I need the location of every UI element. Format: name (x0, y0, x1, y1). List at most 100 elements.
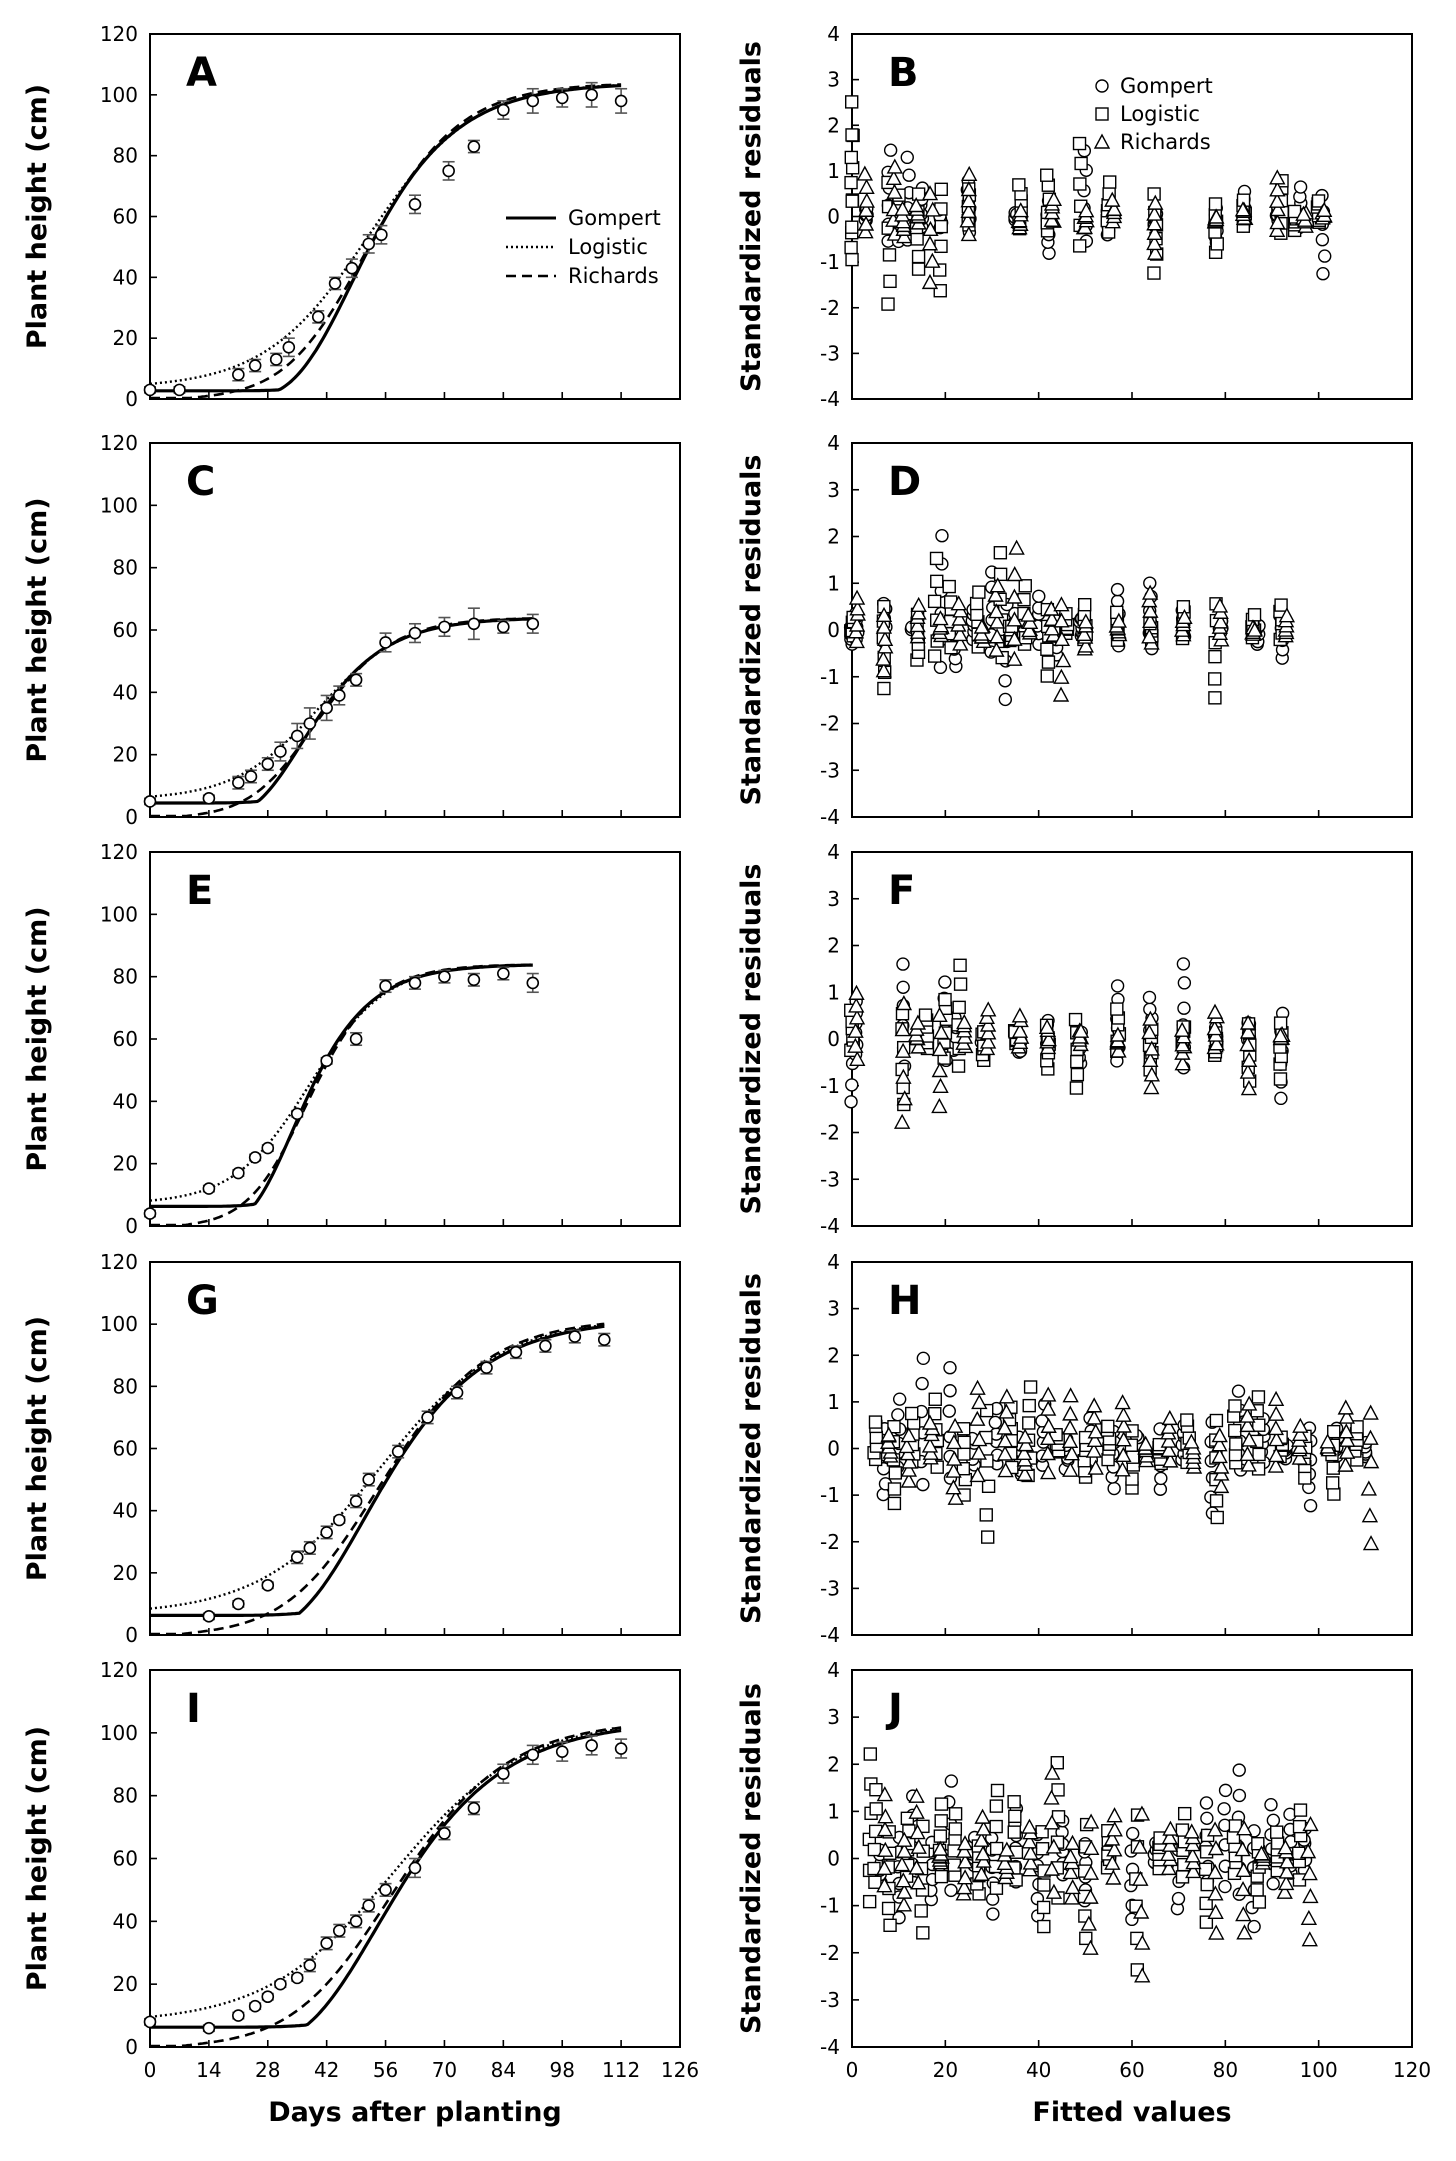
y-tick-label: -3 (820, 1988, 840, 2012)
residual-point-triangle (910, 1838, 927, 1854)
residual-point-triangle (1295, 205, 1312, 221)
residual-point-triangle (1061, 1432, 1079, 1449)
residual-point-square (1037, 1878, 1051, 1892)
y-tick-label: 20 (113, 326, 138, 350)
residual-point-triangle (1115, 1406, 1132, 1422)
residual-point-triangle (876, 630, 894, 647)
residual-point-triangle (1234, 201, 1252, 217)
residual-point-triangle (1160, 1845, 1177, 1862)
observed-point (202, 1182, 216, 1195)
residual-point-triangle (1316, 201, 1333, 217)
residual-point-triangle (1161, 1836, 1179, 1852)
residual-point-square (877, 681, 891, 696)
residual-point-triangle (1082, 1888, 1099, 1904)
residual-point-square (1040, 669, 1054, 683)
y-tick-label: 3 (827, 1297, 840, 1321)
residual-point-triangle (1021, 1818, 1038, 1834)
residual-point-circle (915, 1376, 929, 1391)
residual-point-triangle (1302, 1815, 1319, 1832)
residual-point-square (1252, 1418, 1266, 1432)
residual-point-triangle (1106, 1841, 1123, 1857)
y-tick-label: 20 (113, 743, 138, 767)
residual-point-circle (896, 957, 910, 971)
residual-point-triangle (956, 1013, 973, 1030)
residual-point-triangle (1268, 1431, 1285, 1447)
residual-point-triangle (975, 1820, 992, 1836)
residual-point-triangle (1160, 1418, 1178, 1434)
residual-point-square (1037, 1919, 1051, 1934)
residual-point-circle (1177, 1001, 1191, 1015)
residual-point-triangle (921, 1437, 939, 1453)
residual-point-square (969, 596, 984, 611)
residual-panel-B: -4 -3 -2 -1 0 1 2 3 4 Standardized residuals B Gomp… (736, 22, 1413, 411)
residual-point-triangle (969, 1410, 986, 1426)
observed-point (232, 776, 245, 790)
logistic-curve (149, 1727, 622, 2018)
legend-label: Gompert (1120, 74, 1213, 98)
observed-point (261, 1141, 275, 1155)
residual-point-triangle (877, 638, 894, 654)
observed-point (274, 745, 287, 758)
residual-point-triangle (969, 1466, 986, 1483)
residual-point-triangle (946, 1417, 964, 1433)
residual-point-triangle (1008, 539, 1025, 555)
y-tick-label: 0 (125, 1214, 138, 1238)
residual-point-triangle (1043, 211, 1060, 227)
residual-point-square (1293, 1803, 1308, 1817)
residual-point-triangle (1278, 1853, 1296, 1869)
residual-point-triangle (956, 1869, 974, 1885)
residual-point-triangle (895, 995, 913, 1011)
residual-point-square (1079, 1931, 1093, 1946)
residual-point-triangle (1063, 1445, 1081, 1461)
residual-point-triangle (1239, 1445, 1256, 1462)
residual-point-triangle (848, 1009, 866, 1025)
y-tick-label: 60 (113, 1027, 138, 1051)
residual-point-triangle (1062, 1405, 1079, 1421)
observed-point (311, 310, 325, 324)
residual-point-triangle (1085, 1409, 1103, 1425)
residual-point-triangle (901, 1453, 918, 1469)
observed-point (408, 626, 422, 640)
observed-point (269, 353, 283, 366)
residual-point-triangle (924, 201, 941, 217)
residual-point-square (1209, 1494, 1224, 1508)
residual-point-circle (1110, 979, 1125, 993)
residual-point-triangle (1236, 1820, 1253, 1836)
residual-point-triangle (847, 1037, 864, 1053)
residual-point-square (1022, 1416, 1036, 1430)
residual-point-square (990, 1783, 1005, 1798)
residual-point-triangle (1207, 1840, 1225, 1856)
residual-point-circle (1264, 1798, 1278, 1812)
residual-point-triangle (875, 662, 892, 678)
residual-point-triangle (1104, 191, 1121, 207)
residual-point-square (1070, 1054, 1084, 1069)
residual-point-circle (844, 1095, 858, 1109)
y-tick-label: 4 (827, 1250, 840, 1274)
residual-point-circle (876, 1487, 890, 1502)
richards-curve (150, 1726, 622, 2048)
observed-point (232, 1597, 245, 1611)
observed-point (408, 976, 422, 990)
x-tick-label: 28 (255, 2058, 280, 2082)
residual-point-square (1007, 1825, 1021, 1839)
observed-point (555, 1745, 569, 1758)
residual-point-triangle (1043, 1814, 1061, 1830)
y-tick-label: -3 (820, 758, 840, 782)
residual-point-triangle (1278, 607, 1296, 623)
y-tick-label: 3 (827, 68, 840, 92)
residual-point-triangle (1268, 221, 1286, 238)
residual-point-triangle (988, 641, 1005, 657)
y-tick-label: 20 (113, 1972, 138, 1996)
residual-point-square (910, 232, 924, 246)
y-tick-label: 4 (827, 22, 840, 46)
observed-point (320, 701, 333, 715)
residual-point-triangle (1141, 584, 1159, 600)
observed-point (274, 1977, 287, 1991)
residual-point-triangle (1085, 1442, 1103, 1458)
y-tick-label: -3 (820, 1167, 840, 1191)
residual-point-triangle (924, 252, 941, 268)
y-tick-label: -4 (820, 805, 840, 829)
y-tick-label: 0 (125, 387, 138, 411)
observed-point (143, 2015, 157, 2029)
growth-panel-C: 0 20 40 60 80 100 120 Plant height (cm) C (22, 431, 681, 829)
